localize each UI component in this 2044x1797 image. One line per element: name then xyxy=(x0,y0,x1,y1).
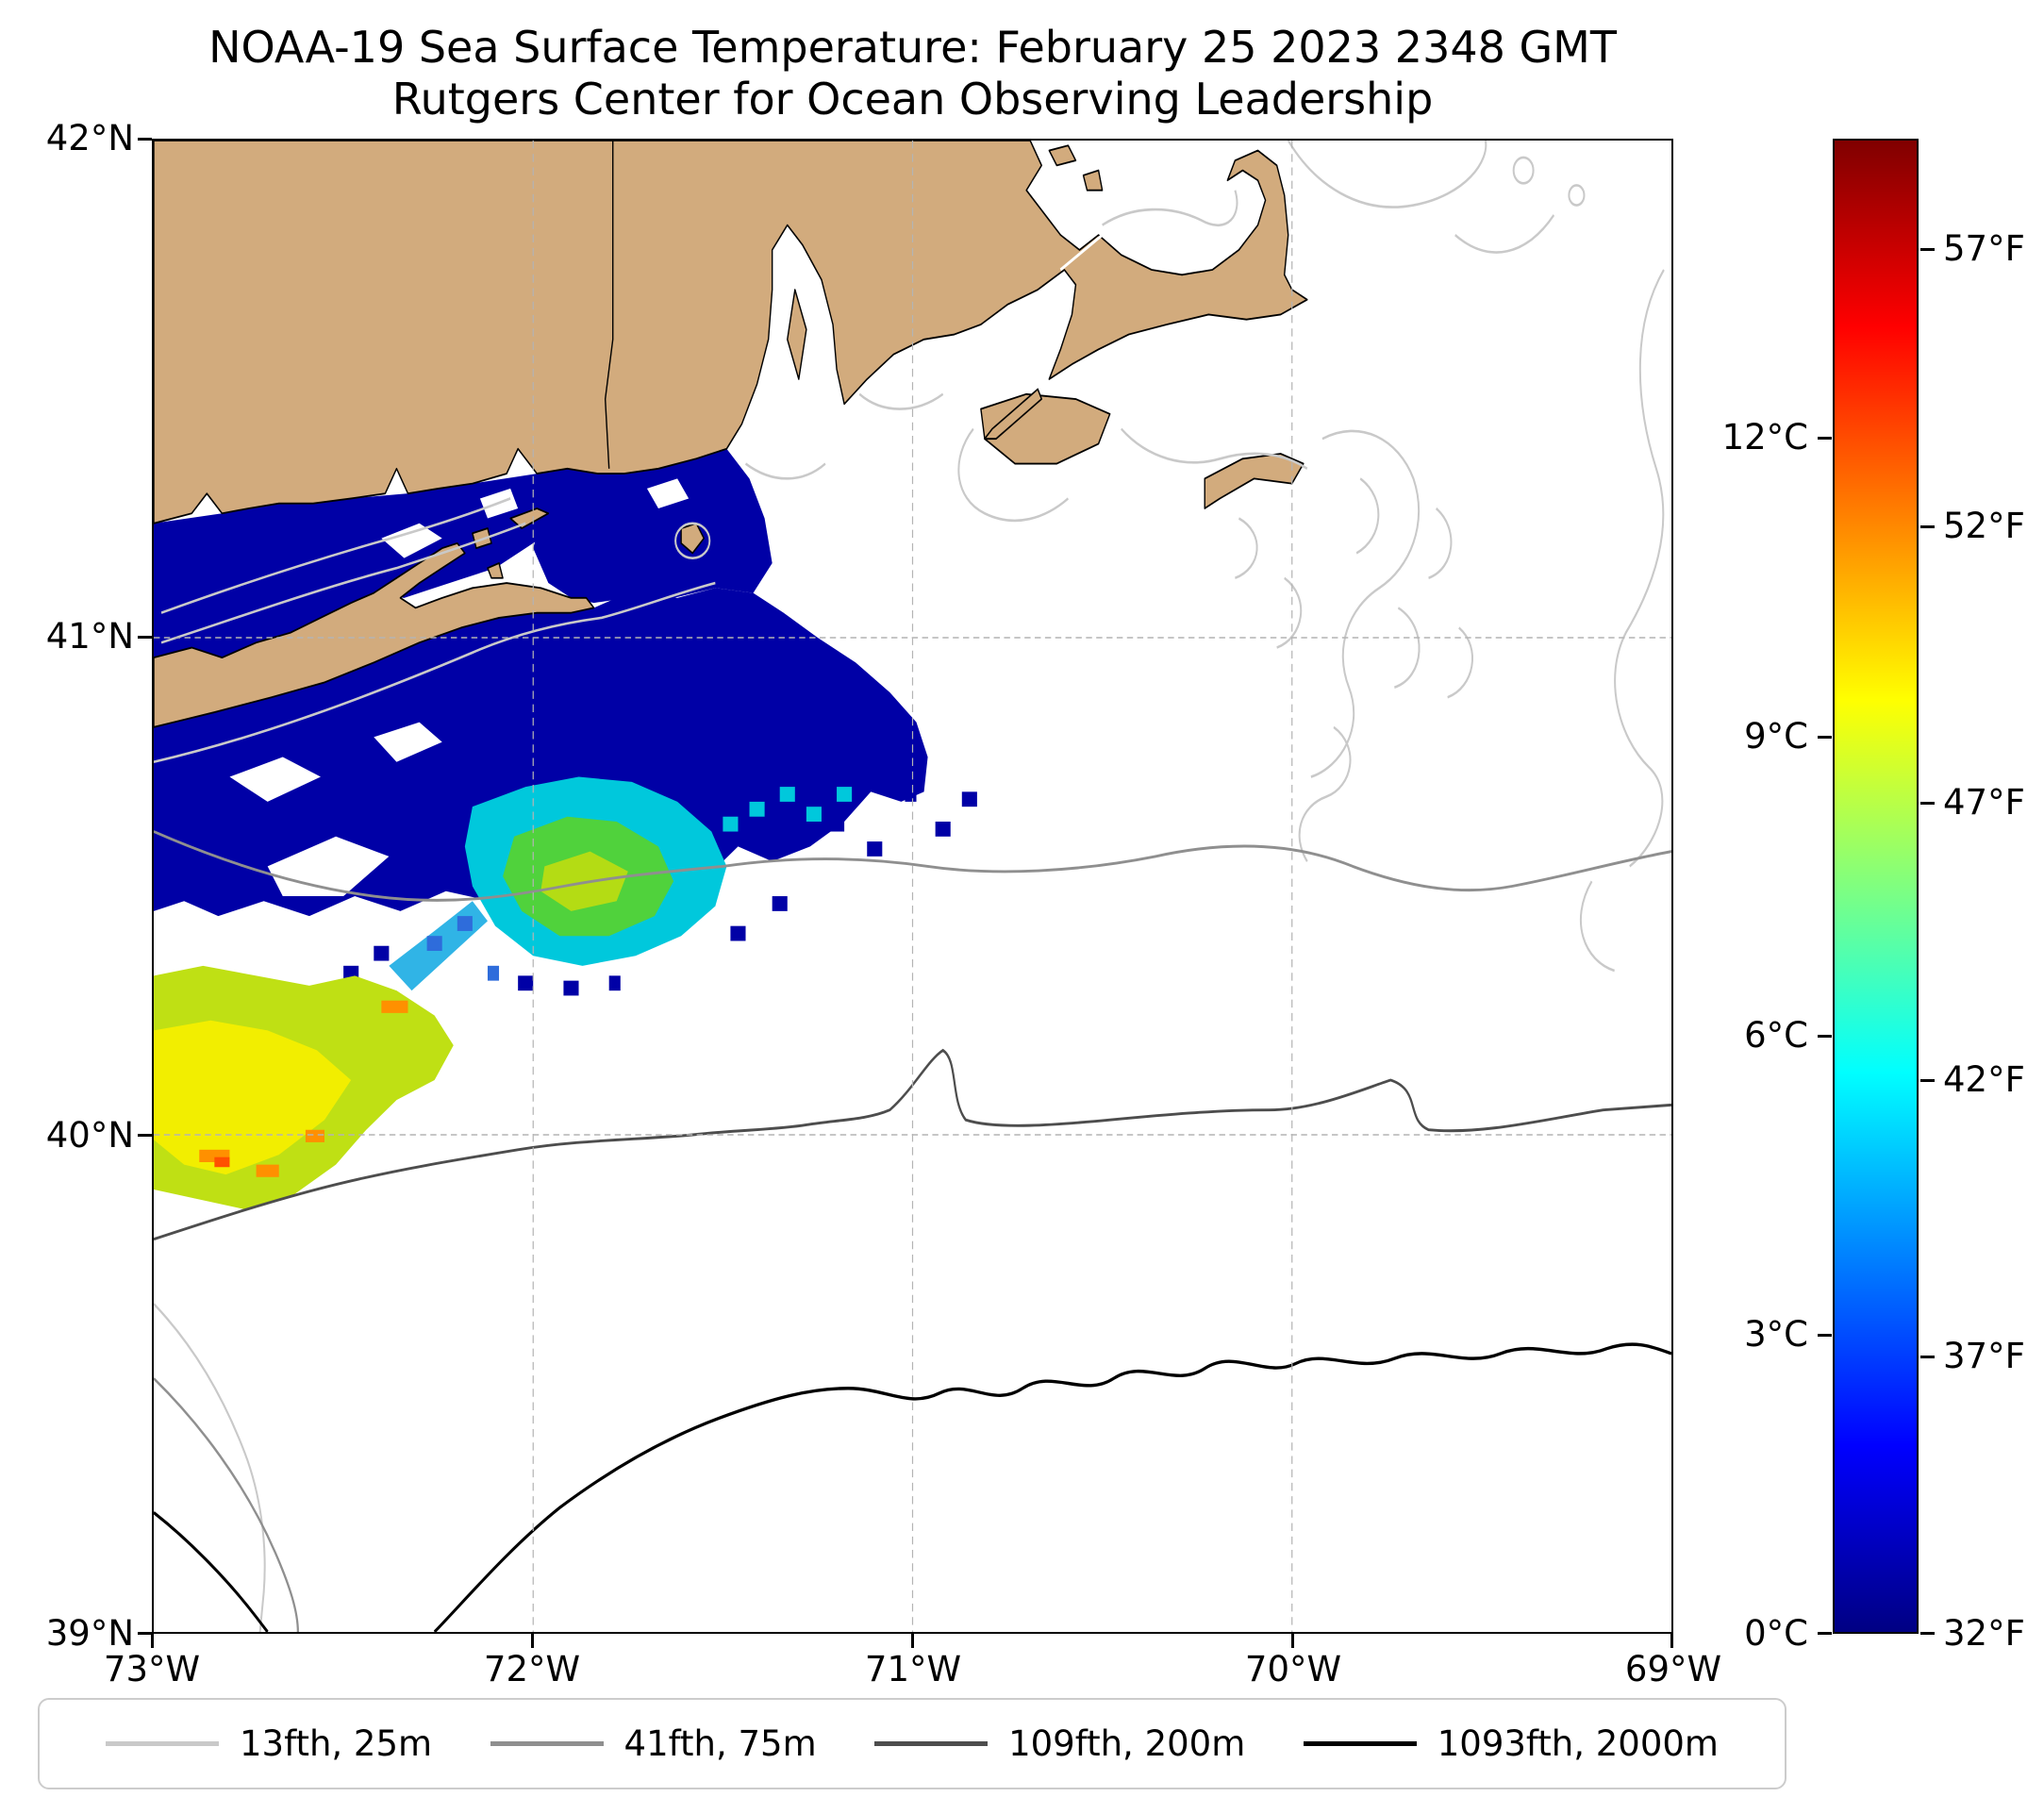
bathymetry-25m xyxy=(154,141,1665,1632)
legend-item-25m: 13fth, 25m xyxy=(106,1723,432,1764)
x-tick-mark xyxy=(911,1634,914,1648)
y-tick-label-40n: 40°N xyxy=(45,1115,134,1156)
state-border-line xyxy=(604,141,614,469)
y-tick-label-41n: 41°N xyxy=(45,616,134,657)
land-nantucket xyxy=(1204,453,1305,509)
sst-shelf-band xyxy=(154,588,928,917)
colorbar-label-3c: 3°C xyxy=(1744,1314,1808,1355)
x-tick-label-73w: 73°W xyxy=(103,1649,201,1689)
y-tick-mark xyxy=(138,1632,152,1635)
map-svg xyxy=(154,141,1671,1632)
colorbar-label-0c: 0°C xyxy=(1744,1613,1808,1654)
y-tick-mark xyxy=(138,636,152,639)
colorbar-label-47f: 47°F xyxy=(1943,782,2025,823)
x-tick-label-72w: 72°W xyxy=(483,1649,581,1689)
sst-layer xyxy=(154,448,977,1210)
legend-item-2000m: 1093fth, 2000m xyxy=(1303,1723,1719,1764)
contour-legend: 13fth, 25m 41fth, 75m 109fth, 200m 1093f… xyxy=(38,1698,1786,1789)
x-tick-mark xyxy=(151,1634,154,1648)
bathymetry-200m xyxy=(154,1048,1671,1241)
x-tick-label-71w: 71°W xyxy=(864,1649,962,1689)
x-tick-label-69w: 69°W xyxy=(1624,1649,1722,1689)
colorbar-tick-mark xyxy=(1818,1632,1832,1635)
legend-label-75m: 41fth, 75m xyxy=(623,1723,817,1764)
legend-label-200m: 109fth, 200m xyxy=(1008,1723,1246,1764)
contour-line-sample-75m xyxy=(490,1741,604,1746)
x-tick-mark xyxy=(1670,1634,1673,1648)
colorbar-label-37f: 37°F xyxy=(1943,1336,2025,1376)
colorbar-label-52f: 52°F xyxy=(1943,506,2025,546)
colorbar-tick-mark xyxy=(1920,525,1935,528)
colorbar-label-57f: 57°F xyxy=(1943,228,2025,269)
y-tick-mark xyxy=(138,138,152,141)
title-line-2: Rutgers Center for Ocean Observing Leade… xyxy=(391,74,1434,125)
legend-item-200m: 109fth, 200m xyxy=(874,1723,1245,1764)
colorbar-label-32f: 32°F xyxy=(1943,1613,2025,1654)
colorbar-label-42f: 42°F xyxy=(1943,1059,2025,1100)
colorbar-tick-mark xyxy=(1818,1334,1832,1337)
colorbar xyxy=(1833,139,1919,1634)
cape-cod-canal xyxy=(1059,233,1104,272)
colorbar-label-6c: 6°C xyxy=(1744,1015,1808,1056)
contour-line-sample-200m xyxy=(874,1741,989,1746)
colorbar-label-9c: 9°C xyxy=(1744,716,1808,757)
land-layer xyxy=(154,141,1308,728)
title-line-1: NOAA-19 Sea Surface Temperature: Februar… xyxy=(208,22,1617,73)
contour-line-sample-25m xyxy=(106,1741,219,1746)
sst-block-island-sound xyxy=(533,448,773,604)
bathymetry-2000m xyxy=(154,1342,1671,1632)
land-long-island xyxy=(154,541,595,728)
sst-yellow-core xyxy=(154,1020,352,1175)
colorbar-tick-mark xyxy=(1920,248,1935,251)
land-elizabeth-islands xyxy=(984,388,1042,441)
colorbar-tick-mark xyxy=(1920,1356,1935,1358)
legend-item-75m: 41fth, 75m xyxy=(490,1723,817,1764)
land-bay-island xyxy=(787,289,807,380)
contour-line-sample-2000m xyxy=(1303,1741,1417,1746)
sst-orange-spots xyxy=(199,1000,408,1177)
x-tick-mark xyxy=(531,1634,534,1648)
y-tick-mark xyxy=(138,1134,152,1137)
legend-label-25m: 13fth, 25m xyxy=(240,1723,433,1764)
colorbar-label-12c: 12°C xyxy=(1721,417,1808,458)
colorbar-tick-mark xyxy=(1920,1079,1935,1082)
land-gardiners-island xyxy=(487,562,504,579)
y-tick-label-42n: 42°N xyxy=(45,118,134,158)
figure-title: NOAA-19 Sea Surface Temperature: Februar… xyxy=(152,21,1673,125)
bathymetry-75m xyxy=(154,830,1671,1632)
colorbar-tick-mark xyxy=(1818,1035,1832,1038)
y-tick-label-39n: 39°N xyxy=(45,1613,134,1654)
colorbar-tick-mark xyxy=(1818,736,1832,739)
map-plot-area xyxy=(152,139,1673,1634)
grid-layer xyxy=(154,141,1671,1632)
legend-label-2000m: 1093fth, 2000m xyxy=(1437,1723,1719,1764)
land-new-england xyxy=(154,141,1308,524)
x-tick-label-70w: 70°W xyxy=(1244,1649,1342,1689)
colorbar-tick-mark xyxy=(1920,1632,1935,1635)
colorbar-tick-mark xyxy=(1818,437,1832,440)
colorbar-tick-mark xyxy=(1920,802,1935,805)
x-tick-mark xyxy=(1291,1634,1294,1648)
